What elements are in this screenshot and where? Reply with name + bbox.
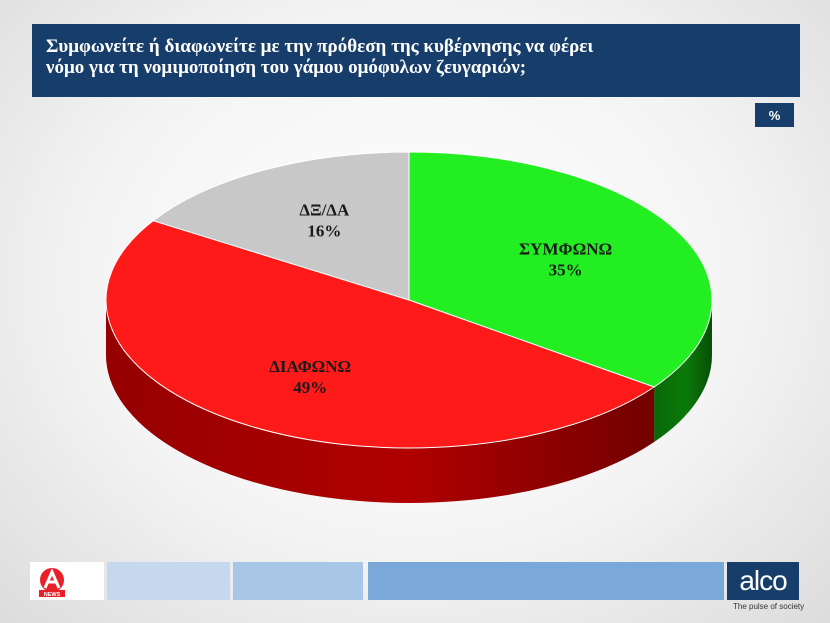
title-banner: Συμφωνείτε ή διαφωνείτε με την πρόθεση τ… — [32, 24, 800, 97]
footer-strip-3 — [368, 562, 724, 600]
slice-value-0: 35% — [549, 260, 583, 279]
pie-side-shade-1 — [106, 300, 655, 504]
alpha-news-logo-icon: NEWS — [39, 568, 65, 598]
alco-brand-text: alco — [739, 565, 787, 596]
slice-label-0: ΣΥΜΦΩΝΩ — [519, 239, 612, 258]
pie-chart: ΣΥΜΦΩΝΩ 35% ΔΙΑΦΩΝΩ 49% ΔΞ/ΔΑ 16% — [105, 151, 713, 504]
pie-labels: ΣΥΜΦΩΝΩ 35% ΔΙΑΦΩΝΩ 49% ΔΞ/ΔΑ 16% — [269, 201, 612, 397]
pie-slice-1 — [105, 220, 656, 449]
alco-tagline: The pulse of society — [733, 602, 805, 611]
slice-value-1: 49% — [293, 378, 327, 397]
pie-slice-0 — [408, 151, 713, 388]
chart-title-line-2: νόμο για τη νομιμοποίηση του γάμου ομόφυ… — [46, 57, 527, 78]
unit-badge: % — [755, 103, 794, 127]
alco-logo: alco — [727, 562, 799, 600]
pie-tops — [105, 151, 713, 449]
pie-slice-2 — [152, 151, 410, 301]
slice-label-1: ΔΙΑΦΩΝΩ — [269, 357, 351, 376]
slice-label-2: ΔΞ/ΔΑ — [299, 201, 350, 220]
footer-strip-2 — [233, 562, 363, 600]
pie-side-shade-0 — [654, 300, 712, 442]
chart-title-line-1: Συμφωνείτε ή διαφωνείτε με την πρόθεση τ… — [46, 36, 594, 57]
slice-value-2: 16% — [307, 222, 341, 241]
news-logo-text: NEWS — [44, 592, 61, 598]
footer-strip-1 — [107, 562, 230, 600]
pie-sides — [106, 300, 712, 504]
